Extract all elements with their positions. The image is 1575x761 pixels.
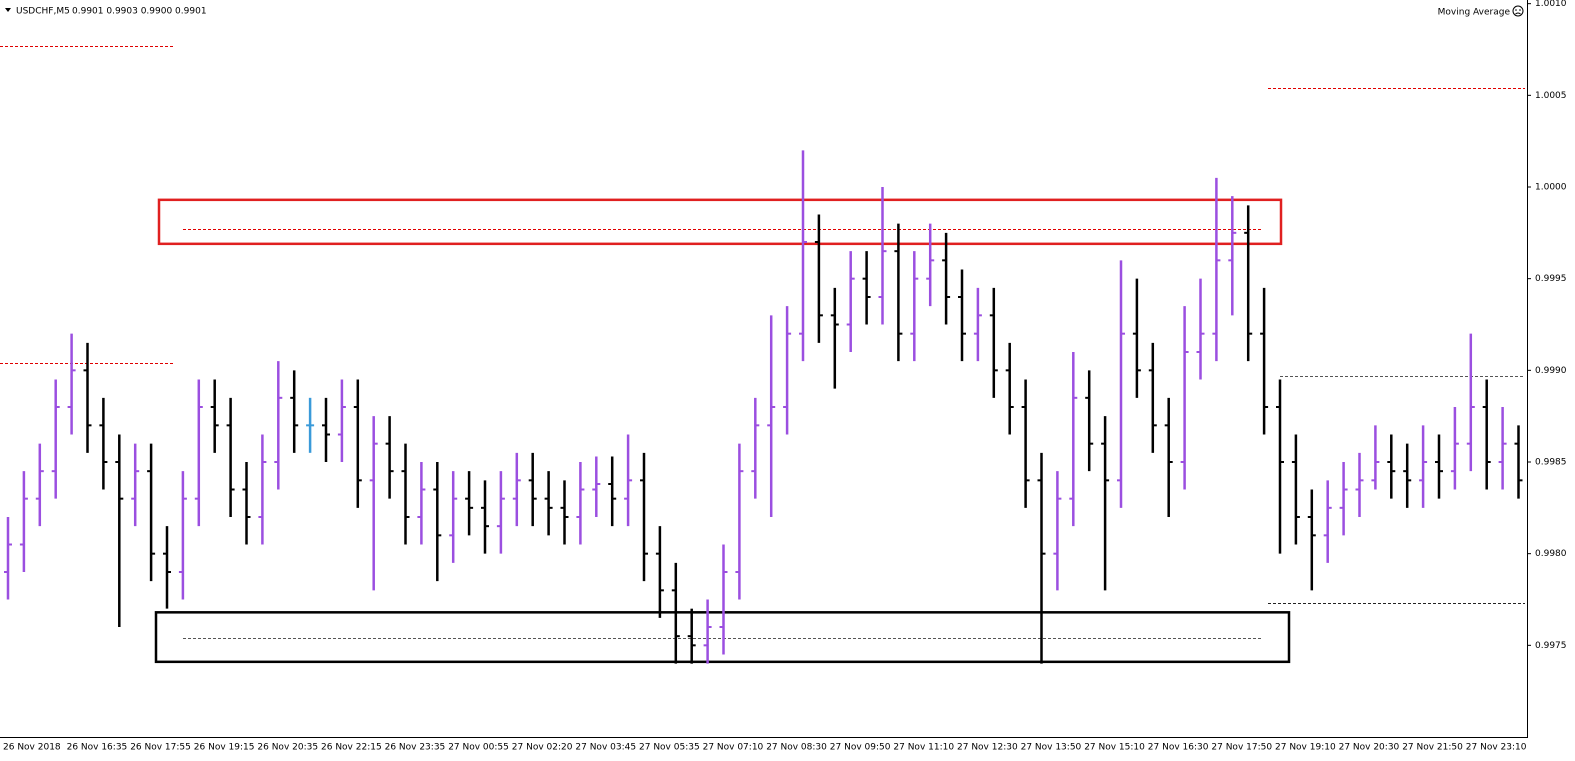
x-tick-label: 26 Nov 20:35 — [257, 743, 318, 753]
zone-box — [157, 198, 1283, 246]
x-tick-label: 26 Nov 19:15 — [194, 743, 255, 753]
x-tick-label: 27 Nov 03:45 — [575, 743, 636, 753]
icon-eye — [1519, 9, 1521, 11]
y-tick-label: 0.9980 — [1535, 549, 1567, 559]
x-tick-label: 27 Nov 12:30 — [957, 743, 1018, 753]
chart-quote: 0.9901 0.9903 0.9900 0.9901 — [72, 7, 207, 17]
indicator-label: Moving Average — [1438, 8, 1511, 18]
x-tick-label: 27 Nov 17:50 — [1211, 743, 1272, 753]
x-tick-label: 27 Nov 15:10 — [1084, 743, 1145, 753]
x-tick-label: 26 Nov 16:35 — [67, 743, 128, 753]
x-tick-label: 26 Nov 22:15 — [321, 743, 382, 753]
x-tick-label: 27 Nov 16:30 — [1148, 743, 1209, 753]
x-tick-label: 27 Nov 05:35 — [639, 743, 700, 753]
x-tick-label: 27 Nov 23:10 — [1466, 743, 1527, 753]
icon-mouth — [1515, 12, 1521, 15]
y-tick-label: 1.0010 — [1535, 0, 1567, 9]
x-tick-label: 27 Nov 07:10 — [703, 743, 764, 753]
y-tick-label: 1.0000 — [1535, 183, 1567, 193]
x-tick-label: 27 Nov 21:50 — [1402, 743, 1463, 753]
dropdown-icon[interactable] — [5, 8, 11, 12]
x-tick-label: 26 Nov 23:35 — [385, 743, 446, 753]
chart-title: USDCHF,M5 — [16, 7, 70, 17]
x-tick-label: 26 Nov 2018 — [3, 743, 61, 753]
y-tick-label: 0.9995 — [1535, 274, 1567, 284]
x-tick-label: 27 Nov 02:20 — [512, 743, 573, 753]
y-tick-label: 0.9985 — [1535, 458, 1567, 468]
icon-eye — [1515, 9, 1517, 11]
x-tick-label: 27 Nov 09:50 — [830, 743, 891, 753]
x-tick-label: 27 Nov 20:30 — [1339, 743, 1400, 753]
y-tick-label: 1.0005 — [1535, 91, 1567, 101]
indicator-icon[interactable] — [1512, 5, 1524, 17]
x-tick-label: 27 Nov 08:30 — [766, 743, 827, 753]
y-tick-label: 0.9975 — [1535, 641, 1567, 651]
x-tick-label: 27 Nov 00:55 — [448, 743, 509, 753]
x-tick-label: 26 Nov 17:55 — [130, 743, 191, 753]
x-tick-label: 27 Nov 19:10 — [1275, 743, 1336, 753]
x-tick-label: 27 Nov 11:10 — [893, 743, 954, 753]
y-tick-label: 0.9990 — [1535, 366, 1567, 376]
x-tick-label: 27 Nov 13:50 — [1021, 743, 1082, 753]
icon-circle — [1512, 5, 1524, 17]
